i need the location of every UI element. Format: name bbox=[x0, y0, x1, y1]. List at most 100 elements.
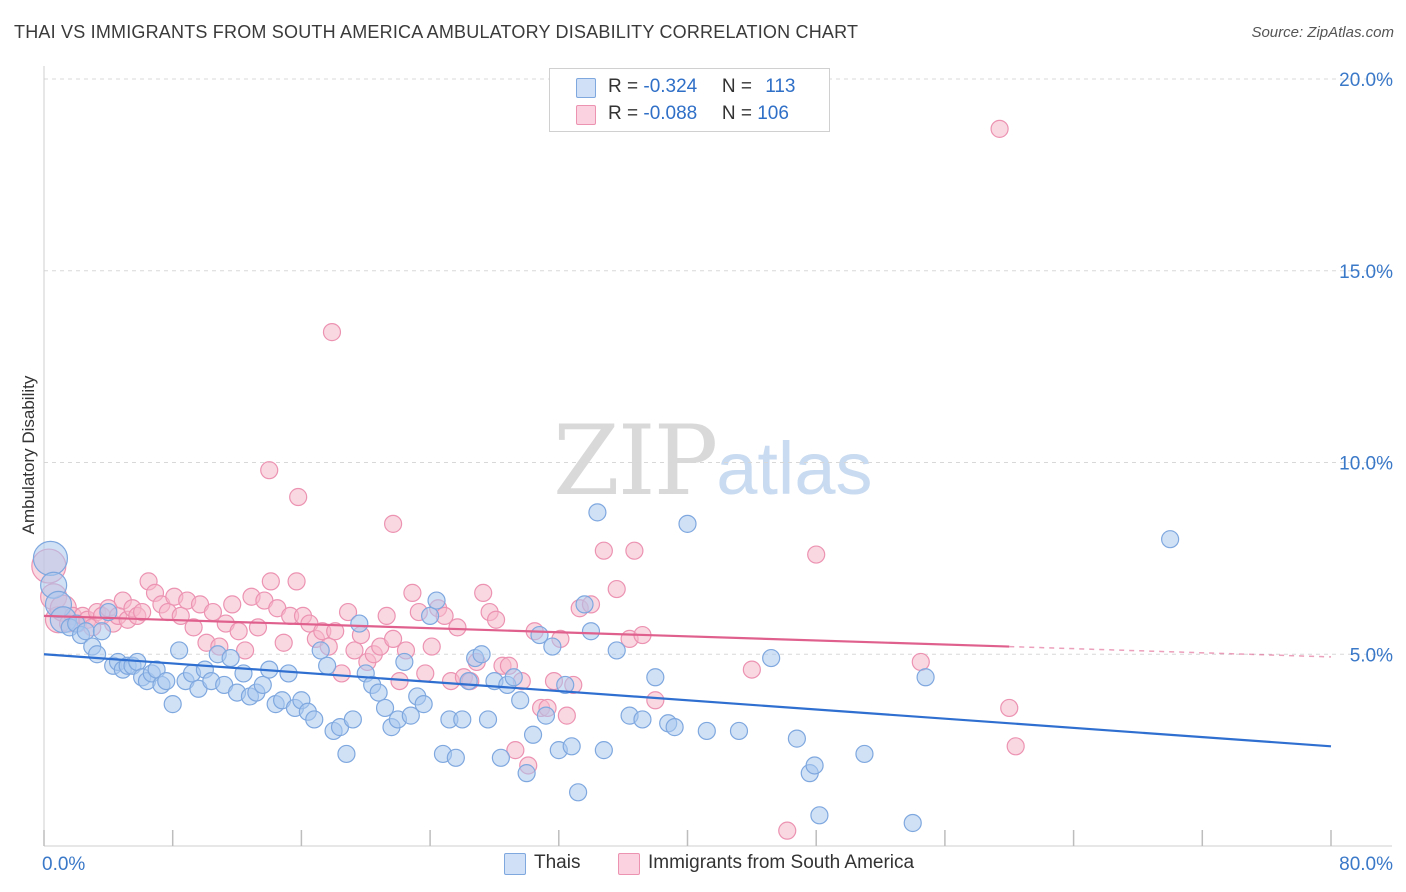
bottom-legend-swatch-thai bbox=[504, 853, 526, 875]
thai-point bbox=[665, 718, 684, 737]
thai-point bbox=[369, 683, 388, 702]
legend-n-value: 113 bbox=[765, 76, 796, 97]
watermark: ZIPatlas bbox=[553, 405, 873, 517]
thai-point bbox=[594, 741, 613, 760]
thai-point bbox=[350, 614, 369, 633]
legend-r-label: R = bbox=[608, 76, 644, 97]
sa-trend-line-dashed bbox=[1009, 645, 1332, 658]
bottom-legend-label-sa: Immigrants from South America bbox=[648, 852, 915, 873]
sa-point bbox=[260, 461, 279, 480]
sa-point bbox=[990, 119, 1009, 138]
legend-n-value: 106 bbox=[757, 103, 789, 124]
sa-point bbox=[416, 664, 435, 683]
thai-point bbox=[805, 756, 824, 775]
thai-point bbox=[414, 695, 433, 714]
thai-point bbox=[523, 725, 543, 744]
thai-point bbox=[569, 783, 588, 802]
thai-point bbox=[536, 706, 556, 725]
sa-point bbox=[646, 691, 665, 710]
sa-point bbox=[338, 602, 358, 622]
sa-point bbox=[287, 572, 306, 591]
sa-point bbox=[261, 572, 280, 591]
thai-point bbox=[762, 648, 781, 668]
thai-point bbox=[305, 710, 324, 729]
thai-point bbox=[562, 737, 581, 756]
sa-point bbox=[383, 514, 403, 533]
sa-point bbox=[778, 821, 797, 840]
thai-point bbox=[678, 514, 697, 533]
thai-point bbox=[478, 710, 498, 729]
thai-point bbox=[575, 595, 594, 614]
watermark-zip: ZIP bbox=[553, 405, 718, 517]
thai-point bbox=[446, 748, 465, 767]
thai-point bbox=[504, 668, 523, 687]
x-tick-label: 0.0% bbox=[42, 854, 85, 875]
sa-point bbox=[625, 541, 644, 560]
sa-point bbox=[229, 622, 248, 641]
sa-point bbox=[594, 541, 613, 560]
sa-point bbox=[133, 602, 152, 622]
thai-point bbox=[279, 664, 298, 683]
legend-swatch-sa bbox=[576, 105, 596, 125]
legend-r-value: -0.324 bbox=[643, 76, 698, 97]
thai-point bbox=[221, 648, 240, 668]
thai-point bbox=[646, 668, 665, 687]
thai-point bbox=[157, 671, 176, 691]
sa-point bbox=[274, 633, 293, 652]
sa-point bbox=[326, 622, 345, 641]
thai-point bbox=[337, 744, 356, 764]
thai-point bbox=[401, 706, 420, 725]
thai-point bbox=[491, 748, 510, 767]
sa-point bbox=[322, 323, 342, 342]
source-label: Source: ZipAtlas.com bbox=[1251, 24, 1394, 41]
y-tick-label: 10.0% bbox=[1339, 454, 1393, 475]
thai-point bbox=[395, 652, 414, 672]
correlation-legend: R = -0.324 N = 113 R = -0.088 N = 106 bbox=[549, 68, 830, 132]
bottom-legend-swatch-sa bbox=[618, 853, 640, 875]
sa-point bbox=[403, 583, 422, 602]
sa-trend-line bbox=[43, 614, 1010, 648]
bottom-legend-label-thai: Thais bbox=[534, 852, 581, 873]
thai-point bbox=[170, 641, 189, 660]
sa-point bbox=[607, 579, 626, 599]
thai-point bbox=[697, 721, 716, 741]
thai-point bbox=[511, 691, 530, 710]
thai-point bbox=[556, 675, 575, 695]
sa-point bbox=[332, 664, 351, 683]
sa-point bbox=[742, 660, 761, 679]
sa-point bbox=[557, 706, 576, 725]
thai-point bbox=[581, 622, 601, 641]
thai-point bbox=[810, 806, 829, 825]
thai-point bbox=[633, 710, 652, 729]
thai-point bbox=[32, 540, 69, 576]
thai-point bbox=[92, 622, 112, 641]
thai-point bbox=[459, 671, 478, 691]
thai-point bbox=[343, 710, 362, 729]
thai-point bbox=[607, 641, 626, 660]
thai-point bbox=[375, 698, 395, 718]
sa-point bbox=[377, 606, 396, 626]
thai-point bbox=[453, 710, 472, 729]
sa-point bbox=[184, 618, 203, 637]
sa-point bbox=[807, 545, 826, 564]
y-tick-label: 20.0% bbox=[1339, 70, 1393, 91]
thai-point bbox=[903, 813, 922, 833]
thai-point bbox=[787, 729, 806, 748]
sa-point bbox=[486, 610, 506, 629]
sa-point bbox=[223, 595, 242, 614]
legend-r-value: -0.088 bbox=[643, 103, 698, 124]
sa-point bbox=[422, 637, 441, 656]
sa-point bbox=[345, 641, 364, 660]
sa-point bbox=[1000, 698, 1019, 718]
thai-point bbox=[517, 764, 536, 783]
thai-point bbox=[76, 622, 95, 641]
sa-point bbox=[383, 629, 403, 649]
y-axis-label: Ambulatory Disability bbox=[19, 375, 38, 534]
sa-point bbox=[506, 741, 525, 760]
x-tick-label: 80.0% bbox=[1339, 854, 1393, 875]
sa-point bbox=[289, 487, 308, 507]
thai-point bbox=[855, 744, 874, 764]
thai-trend-line bbox=[43, 653, 1332, 748]
thai-point bbox=[318, 656, 337, 675]
